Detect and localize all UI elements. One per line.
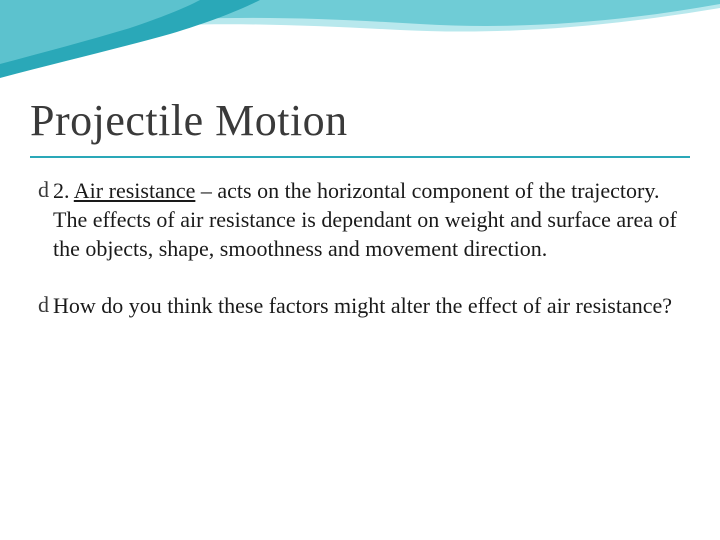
- bullet-text-2: How do you think these factors might alt…: [53, 291, 672, 320]
- wave-header: [0, 0, 720, 95]
- slide-title: Projectile Motion: [30, 95, 690, 146]
- bullet-1-prefix: 2.: [53, 178, 74, 203]
- bullet-glyph-icon: d: [38, 291, 49, 320]
- bullet-text-1: 2. Air resistance – acts on the horizont…: [53, 176, 690, 263]
- bullet-item-2: d How do you think these factors might a…: [30, 291, 690, 320]
- bullet-item-1: d 2. Air resistance – acts on the horizo…: [30, 176, 690, 263]
- bullet-glyph-icon: d: [38, 176, 49, 205]
- bullet-2-rest: How do you think these factors might alt…: [53, 293, 672, 318]
- wave-svg: [0, 0, 720, 95]
- bullet-1-underlined: Air resistance: [74, 178, 196, 203]
- title-underline: [30, 156, 690, 158]
- slide-content: Projectile Motion d 2. Air resistance – …: [30, 95, 690, 348]
